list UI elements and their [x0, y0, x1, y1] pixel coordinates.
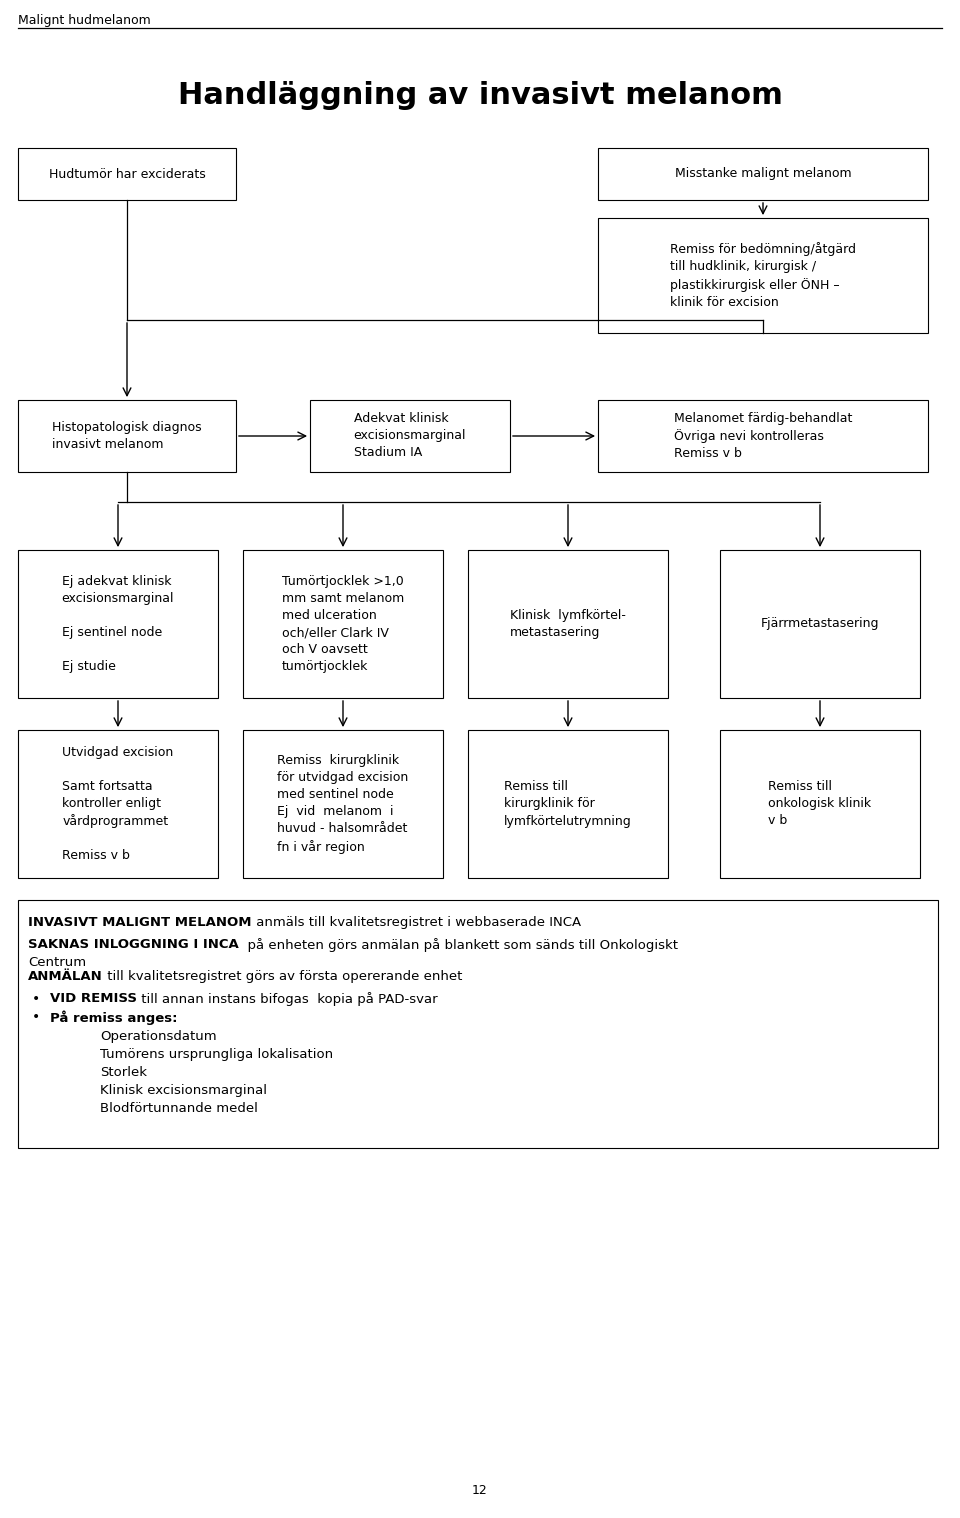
- Text: Remiss till
kirurgklinik för
lymfkörtelutrymning: Remiss till kirurgklinik för lymfkörtelu…: [504, 780, 632, 827]
- Bar: [310, 401, 510, 472]
- Text: VID REMISS: VID REMISS: [50, 991, 137, 1005]
- Text: Blodförtunnande medel: Blodförtunnande medel: [100, 1102, 258, 1116]
- Text: Centrum: Centrum: [28, 956, 86, 968]
- Text: Remiss för bedömning/åtgärd
till hudklinik, kirurgisk /
plastikkirurgisk eller Ö: Remiss för bedömning/åtgärd till hudklin…: [670, 243, 856, 308]
- Bar: [18, 550, 218, 698]
- Text: INVASIVT MALIGNT MELANOM: INVASIVT MALIGNT MELANOM: [28, 915, 252, 929]
- Text: Fjärrmetastasering: Fjärrmetastasering: [760, 618, 879, 630]
- Text: på enheten görs anmälan på blankett som sänds till Onkologiskt: på enheten görs anmälan på blankett som …: [239, 938, 678, 952]
- Bar: [18, 900, 938, 1148]
- Text: Malignt hudmelanom: Malignt hudmelanom: [18, 14, 151, 27]
- Text: Histopatologisk diagnos
invasivt melanom: Histopatologisk diagnos invasivt melanom: [52, 420, 202, 451]
- Text: •: •: [32, 1009, 40, 1025]
- Bar: [468, 730, 668, 877]
- Text: Klinisk excisionsmarginal: Klinisk excisionsmarginal: [100, 1084, 267, 1098]
- Text: Utvidgad excision

Samt fortsatta
kontroller enligt
vårdprogrammet

Remiss v b: Utvidgad excision Samt fortsatta kontrol…: [62, 745, 174, 862]
- Bar: [18, 730, 218, 877]
- Bar: [243, 550, 443, 698]
- Text: Ej adekvat klinisk
excisionsmarginal

Ej sentinel node

Ej studie: Ej adekvat klinisk excisionsmarginal Ej …: [61, 575, 175, 672]
- Text: ANMÄLAN: ANMÄLAN: [28, 970, 103, 984]
- Text: Adekvat klinisk
excisionsmarginal
Stadium IA: Adekvat klinisk excisionsmarginal Stadiu…: [353, 413, 467, 460]
- Text: SAKNAS INLOGGNING I INCA: SAKNAS INLOGGNING I INCA: [28, 938, 239, 950]
- Bar: [468, 550, 668, 698]
- Bar: [720, 550, 920, 698]
- Text: Handläggning av invasivt melanom: Handläggning av invasivt melanom: [178, 80, 782, 109]
- Text: Tumörens ursprungliga lokalisation: Tumörens ursprungliga lokalisation: [100, 1047, 333, 1061]
- Text: Misstanke malignt melanom: Misstanke malignt melanom: [675, 167, 852, 181]
- Text: till kvalitetsregistret görs av första opererande enhet: till kvalitetsregistret görs av första o…: [103, 970, 462, 984]
- Text: Storlek: Storlek: [100, 1066, 147, 1079]
- Bar: [598, 401, 928, 472]
- Bar: [598, 219, 928, 332]
- Bar: [243, 730, 443, 877]
- Text: På remiss anges:: På remiss anges:: [50, 1009, 178, 1025]
- Text: till annan instans bifogas  kopia på PAD-svar: till annan instans bifogas kopia på PAD-…: [137, 991, 438, 1006]
- Text: 12: 12: [472, 1483, 488, 1497]
- Bar: [18, 147, 236, 200]
- Text: Operationsdatum: Operationsdatum: [100, 1031, 217, 1043]
- Bar: [598, 147, 928, 200]
- Bar: [720, 730, 920, 877]
- Text: Remiss till
onkologisk klinik
v b: Remiss till onkologisk klinik v b: [768, 780, 872, 827]
- Text: Hudtumör har exciderats: Hudtumör har exciderats: [49, 167, 205, 181]
- Text: anmäls till kvalitetsregistret i webbaserade INCA: anmäls till kvalitetsregistret i webbase…: [252, 915, 581, 929]
- Text: Klinisk  lymfkörtel-
metastasering: Klinisk lymfkörtel- metastasering: [510, 609, 626, 639]
- Text: •: •: [32, 991, 40, 1006]
- Text: Tumörtjocklek >1,0
mm samt melanom
med ulceration
och/eller Clark IV
och V oavse: Tumörtjocklek >1,0 mm samt melanom med u…: [282, 575, 404, 672]
- Text: Remiss  kirurgklinik
för utvidgad excision
med sentinel node
Ej  vid  melanom  i: Remiss kirurgklinik för utvidgad excisio…: [277, 754, 409, 853]
- Bar: [18, 401, 236, 472]
- Text: Melanomet färdig-behandlat
Övriga nevi kontrolleras
Remiss v b: Melanomet färdig-behandlat Övriga nevi k…: [674, 411, 852, 460]
